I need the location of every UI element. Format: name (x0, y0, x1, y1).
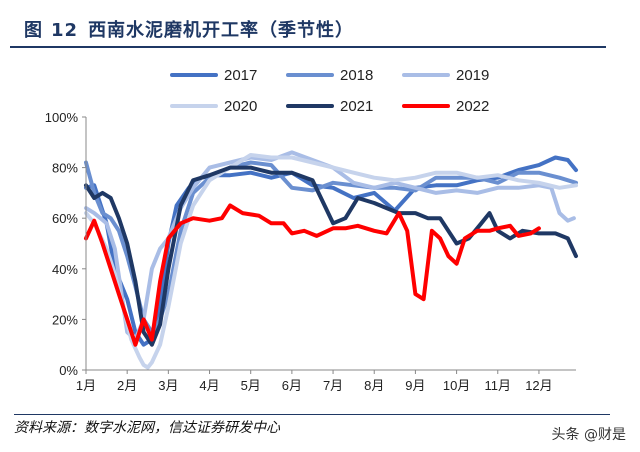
y-tick-label: 80% (52, 161, 78, 176)
x-tick-label: 12月 (525, 378, 552, 393)
source-note: 资料来源：数字水泥网，信达证券研发中心 (14, 414, 610, 437)
x-tick-label: 6月 (282, 378, 302, 393)
title-bar: 图 12 西南水泥磨机开工率（季节性） (10, 16, 606, 48)
chart-title: 西南水泥磨机开工率（季节性） (88, 20, 355, 41)
y-tick-label: 100% (45, 110, 79, 125)
y-tick-label: 60% (52, 211, 78, 226)
x-tick-label: 5月 (241, 378, 261, 393)
legend-label-2017: 2017 (224, 67, 257, 84)
legend-label-2021: 2021 (340, 98, 373, 115)
x-axis-ticks: 1月 2月 3月 4月 5月 6月 7月 8月 9月 10月 11月 12月 (76, 370, 553, 393)
x-tick-label: 4月 (199, 378, 219, 393)
legend: 2017 2018 2019 2020 2021 2022 (170, 67, 489, 115)
legend-label-2020: 2020 (224, 98, 257, 115)
y-axis-ticks: 0% 20% 40% 60% 80% 100% (45, 110, 86, 378)
x-tick-label: 8月 (364, 378, 384, 393)
x-tick-label: 2月 (117, 378, 137, 393)
legend-label-2018: 2018 (340, 67, 373, 84)
series-lines (84, 150, 578, 370)
x-tick-label: 1月 (76, 378, 96, 393)
watermark: 头条 @财是 (551, 427, 626, 443)
series-line-2022 (84, 203, 541, 347)
legend-label-2019: 2019 (456, 67, 489, 84)
x-tick-label: 3月 (158, 378, 178, 393)
line-chart: 2017 2018 2019 2020 2021 2022 0% 20% 40% 60% 80% 1… (45, 67, 578, 393)
y-tick-label: 20% (52, 312, 78, 327)
y-tick-label: 0% (59, 363, 78, 378)
series-line-2021 (84, 165, 578, 347)
legend-label-2022: 2022 (456, 98, 489, 115)
x-tick-label: 9月 (405, 378, 425, 393)
x-tick-label: 10月 (443, 378, 470, 393)
x-tick-label: 11月 (485, 378, 512, 393)
y-tick-label: 40% (52, 262, 78, 277)
figure-title: 图 12 西南水泥磨机开工率（季节性） (24, 16, 354, 42)
x-tick-label: 7月 (323, 378, 343, 393)
figure-label: 图 (24, 20, 43, 41)
figure-number: 12 (51, 20, 79, 41)
